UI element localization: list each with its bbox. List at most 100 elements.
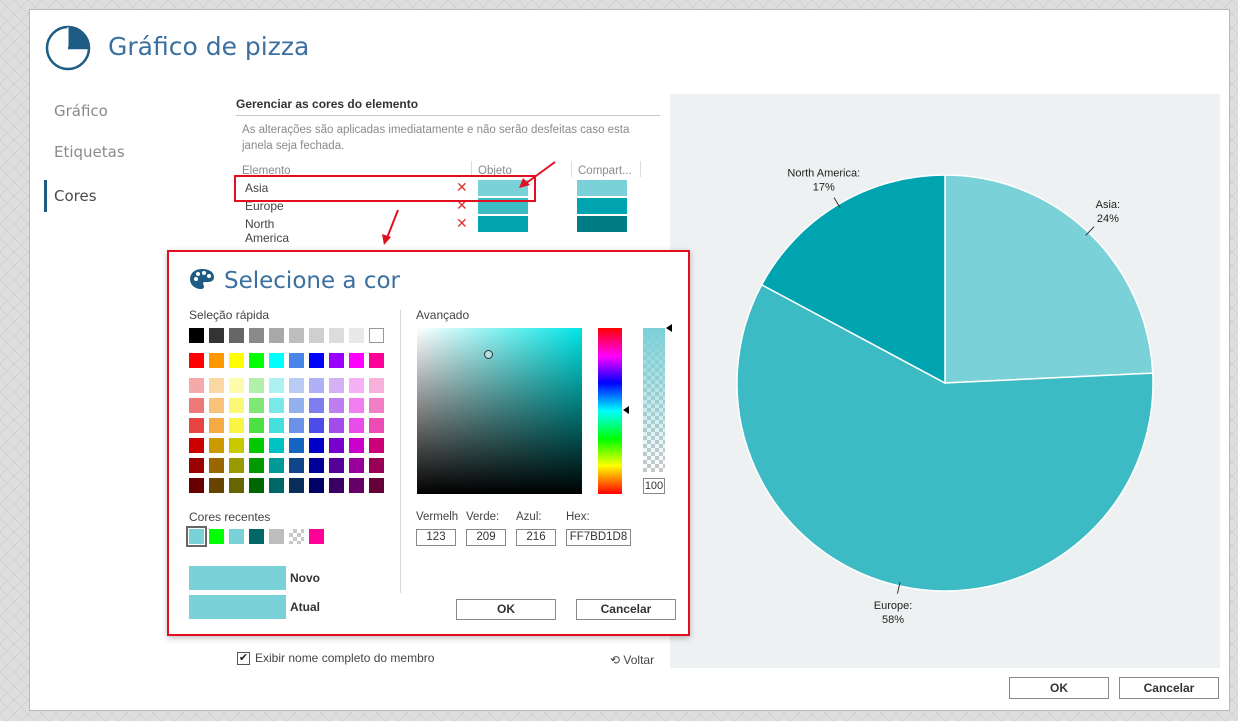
palette-swatch[interactable] [329,438,344,453]
recent-color-swatch[interactable] [269,529,284,544]
palette-swatch[interactable] [369,353,384,368]
palette-swatch[interactable] [349,438,364,453]
palette-swatch[interactable] [329,398,344,413]
gray-swatch[interactable] [309,328,324,343]
palette-swatch[interactable] [189,398,204,413]
palette-swatch[interactable] [189,438,204,453]
pie-slice[interactable] [944,174,1154,384]
palette-swatch[interactable] [229,378,244,393]
palette-swatch[interactable] [249,398,264,413]
back-link[interactable]: ⟲ Voltar [610,653,655,667]
gray-swatch[interactable] [269,328,284,343]
palette-swatch[interactable] [349,478,364,493]
cancel-button[interactable]: Cancelar [1119,677,1219,699]
palette-swatch[interactable] [349,378,364,393]
picker-ok-button[interactable]: OK [456,599,556,620]
palette-swatch[interactable] [229,418,244,433]
remove-color-icon[interactable]: ✕ [456,215,468,231]
palette-swatch[interactable] [329,378,344,393]
palette-swatch[interactable] [209,378,224,393]
palette-swatch[interactable] [269,398,284,413]
gray-swatch[interactable] [209,328,224,343]
shared-color-swatch[interactable] [577,216,627,232]
palette-swatch[interactable] [309,378,324,393]
gray-swatch[interactable] [229,328,244,343]
palette-swatch[interactable] [189,353,204,368]
hue-slider-handle[interactable] [623,406,629,414]
palette-swatch[interactable] [349,458,364,473]
palette-swatch[interactable] [309,353,324,368]
recent-color-swatch[interactable] [186,526,207,547]
palette-swatch[interactable] [309,418,324,433]
shared-color-swatch[interactable] [577,198,627,214]
saturation-value-picker[interactable] [417,328,582,494]
gray-swatch[interactable] [189,328,204,343]
palette-swatch[interactable] [189,458,204,473]
palette-swatch[interactable] [269,478,284,493]
green-input[interactable]: 209 [466,529,506,546]
alpha-input[interactable]: 100 [643,478,665,494]
palette-swatch[interactable] [329,478,344,493]
palette-swatch[interactable] [369,378,384,393]
shared-color-swatch[interactable] [577,180,627,196]
palette-swatch[interactable] [249,478,264,493]
palette-swatch[interactable] [309,458,324,473]
palette-swatch[interactable] [249,458,264,473]
object-color-swatch[interactable] [478,198,528,214]
palette-swatch[interactable] [349,418,364,433]
palette-swatch[interactable] [289,438,304,453]
palette-swatch[interactable] [209,458,224,473]
palette-swatch[interactable] [369,458,384,473]
remove-color-icon[interactable]: ✕ [456,197,468,213]
palette-swatch[interactable] [269,418,284,433]
palette-swatch[interactable] [289,418,304,433]
palette-swatch[interactable] [209,438,224,453]
palette-swatch[interactable] [229,438,244,453]
ok-button[interactable]: OK [1009,677,1109,699]
gray-swatch[interactable] [349,328,364,343]
palette-swatch[interactable] [209,418,224,433]
palette-swatch[interactable] [209,398,224,413]
palette-swatch[interactable] [249,438,264,453]
object-color-swatch[interactable] [478,180,528,196]
hue-slider[interactable] [598,328,622,494]
alpha-slider[interactable] [643,328,665,472]
palette-swatch[interactable] [289,398,304,413]
alpha-slider-handle[interactable] [666,324,672,332]
palette-swatch[interactable] [269,378,284,393]
show-full-name-option[interactable]: ✔ Exibir nome completo do membro [237,651,434,665]
palette-swatch[interactable] [229,458,244,473]
object-color-swatch[interactable] [478,216,528,232]
recent-color-swatch[interactable] [229,529,244,544]
palette-swatch[interactable] [349,398,364,413]
palette-swatch[interactable] [329,418,344,433]
hex-input[interactable]: FF7BD1D8 [566,529,631,546]
palette-swatch[interactable] [289,378,304,393]
palette-swatch[interactable] [309,398,324,413]
palette-swatch[interactable] [289,353,304,368]
palette-swatch[interactable] [329,353,344,368]
palette-swatch[interactable] [289,478,304,493]
palette-swatch[interactable] [309,478,324,493]
gray-swatch[interactable] [249,328,264,343]
palette-swatch[interactable] [349,353,364,368]
palette-swatch[interactable] [229,398,244,413]
palette-swatch[interactable] [269,458,284,473]
gray-swatch[interactable] [289,328,304,343]
picker-cancel-button[interactable]: Cancelar [576,599,676,620]
recent-color-swatch[interactable] [249,529,264,544]
palette-swatch[interactable] [229,353,244,368]
palette-swatch[interactable] [329,458,344,473]
palette-swatch[interactable] [249,378,264,393]
recent-color-swatch[interactable] [209,529,224,544]
palette-swatch[interactable] [189,378,204,393]
palette-swatch[interactable] [229,478,244,493]
palette-swatch[interactable] [289,458,304,473]
show-full-name-checkbox[interactable]: ✔ [237,651,250,665]
nav-item-grafico[interactable]: Gráfico [54,102,108,120]
red-input[interactable]: 123 [416,529,456,546]
palette-swatch[interactable] [369,398,384,413]
recent-color-swatch[interactable] [289,529,304,544]
palette-swatch[interactable] [309,438,324,453]
palette-swatch[interactable] [249,418,264,433]
